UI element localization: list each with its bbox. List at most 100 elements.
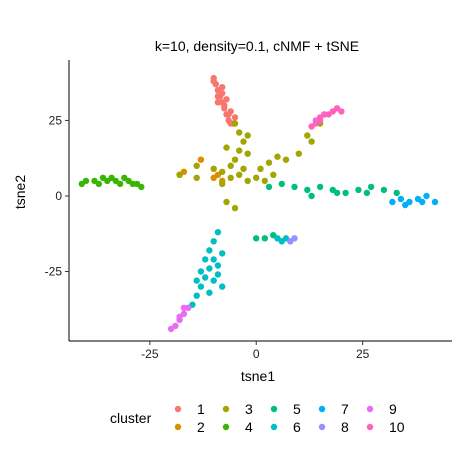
cluster-3-point (253, 174, 260, 181)
cluster-6-point (210, 256, 217, 263)
cluster-1-point (210, 78, 217, 85)
cluster-3-point (240, 138, 247, 145)
cluster-7-point (431, 198, 439, 206)
cluster-3-point (236, 171, 243, 178)
cluster-3-point (231, 120, 239, 127)
y-tick-label: -25 (45, 265, 63, 279)
cluster-5-point (393, 189, 400, 197)
cluster-9-point (180, 304, 188, 311)
cluster-5-point (363, 189, 371, 197)
x-tick-label: -25 (141, 347, 159, 361)
cluster-5-point (355, 186, 362, 194)
cluster-3-point (236, 147, 243, 154)
cluster-8-point (291, 235, 298, 242)
cluster-10-point (316, 117, 324, 124)
cluster-9-point (176, 313, 183, 320)
cluster-3-point (219, 180, 226, 188)
cluster-1-point (214, 99, 222, 106)
cluster-3-point (304, 132, 311, 139)
cluster-1-point (231, 114, 239, 121)
cluster-6-point (193, 277, 200, 284)
x-tick-label: 0 (253, 347, 260, 361)
cluster-5-point (253, 235, 260, 242)
cluster-3-point (193, 174, 200, 181)
legend-label-10: 10 (389, 419, 405, 435)
cluster-3-point (244, 132, 251, 139)
cluster-6-point (214, 271, 222, 278)
cluster-3-point (261, 177, 268, 185)
cluster-5-point (261, 235, 268, 242)
cluster-5-point (304, 186, 311, 194)
cluster-2-point (197, 156, 205, 163)
cluster-5-point (380, 186, 388, 194)
cluster-6-point (214, 262, 222, 269)
cluster-3-point (227, 162, 234, 169)
cluster-5-point (342, 189, 349, 197)
cluster-3-point (236, 129, 243, 136)
cluster-6-point (197, 283, 205, 290)
cluster-3-point (223, 198, 230, 206)
cluster-7-point (402, 201, 409, 209)
cluster-3-point (257, 165, 264, 172)
legend-key-3 (222, 405, 230, 413)
cluster-10-point (338, 108, 345, 115)
cluster-4-point (133, 180, 141, 188)
cluster-6-point (202, 256, 209, 263)
cluster-6-point (206, 247, 213, 254)
cluster-3-point (282, 156, 290, 163)
cluster-3-point (210, 165, 217, 172)
cluster-6-point (206, 289, 213, 296)
cluster-4-point (121, 174, 128, 181)
cluster-4-point (95, 180, 103, 188)
cluster-6-point (219, 283, 226, 290)
legend-label-3: 3 (245, 401, 253, 417)
cluster-7-point (397, 195, 405, 203)
cluster-6-point (197, 268, 205, 275)
legend-label-4: 4 (245, 419, 253, 435)
cluster-3-point (295, 150, 302, 157)
legend: cluster 1 2 3 4 5 6 7 8 9 10 (110, 401, 405, 435)
cluster-6-point (206, 265, 213, 272)
legend-key-8 (318, 423, 326, 431)
cluster-6-point (214, 229, 222, 236)
cluster-7-point (419, 198, 426, 206)
legend-label-7: 7 (341, 401, 349, 417)
cluster-3-point (219, 168, 226, 175)
cluster-1-point (223, 96, 230, 103)
cluster-5-point (316, 183, 324, 191)
legend-label-6: 6 (293, 419, 301, 435)
cluster-7-point (389, 198, 396, 206)
cluster-7-point (423, 192, 430, 200)
cluster-3-point (244, 150, 251, 157)
legend-key-4 (222, 423, 230, 431)
cluster-3-point (240, 165, 247, 172)
cluster-6-point (219, 250, 226, 257)
cluster-4-point (82, 177, 90, 185)
cluster-1-point (225, 111, 232, 118)
cluster-3-point (193, 162, 200, 169)
legend-label-9: 9 (389, 401, 397, 417)
cluster-9-point (167, 325, 175, 333)
legend-key-2 (174, 423, 182, 431)
cluster-1-point (214, 93, 222, 100)
cluster-3-point (176, 171, 183, 178)
cluster-1-point (219, 84, 226, 91)
legend-label-5: 5 (293, 401, 301, 417)
cluster-6-point (193, 292, 200, 299)
cluster-3-point (265, 159, 273, 166)
cluster-3-point (227, 174, 234, 181)
legend-key-9 (366, 405, 374, 413)
cluster-5-point (278, 180, 285, 188)
cluster-3-point (231, 204, 239, 212)
chart-title: k=10, density=0.1, cNMF + tSNE (155, 38, 359, 54)
cluster-3-point (244, 177, 251, 185)
cluster-5-point (367, 183, 375, 191)
data-points (78, 74, 439, 333)
cluster-3-point (270, 171, 277, 178)
cluster-3-point (308, 138, 315, 145)
legend-key-6 (270, 423, 278, 431)
legend-key-7 (318, 405, 326, 413)
cluster-6-point (202, 274, 209, 281)
cluster-4-point (116, 180, 124, 188)
legend-label-8: 8 (341, 419, 349, 435)
